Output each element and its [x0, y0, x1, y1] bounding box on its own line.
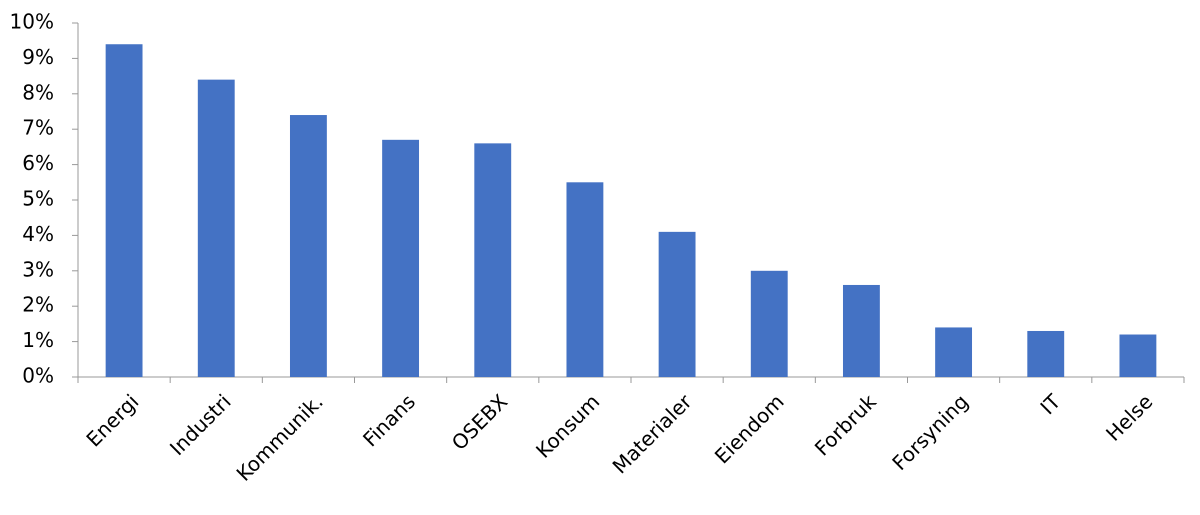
y-tick-label: 9%	[22, 45, 54, 69]
x-tick-label: Helse	[1101, 389, 1157, 445]
y-tick-label: 7%	[22, 116, 54, 140]
bar	[105, 44, 143, 378]
y-tick-label: 8%	[22, 80, 54, 104]
x-tick-label: Materialer	[608, 389, 697, 478]
x-tick-label: Kommunik.	[232, 389, 328, 485]
bar	[566, 182, 604, 377]
bar	[382, 139, 420, 377]
x-tick-label: Eiendom	[710, 389, 789, 468]
x-tick-label: Finans	[358, 389, 420, 451]
x-tick-label: Industri	[165, 389, 236, 460]
bar	[197, 79, 235, 377]
y-tick-label: 5%	[22, 187, 54, 211]
bar	[289, 115, 327, 377]
bar	[474, 143, 512, 377]
x-tick-label: IT	[1035, 389, 1065, 419]
bar	[935, 327, 973, 377]
y-tick-label: 0%	[22, 364, 54, 388]
y-tick-label: 4%	[22, 222, 54, 246]
bar	[842, 284, 880, 377]
y-tick-label: 2%	[22, 293, 54, 317]
y-tick-label: 10%	[10, 10, 54, 34]
x-tick-label: Energi	[81, 389, 143, 451]
y-tick-label: 3%	[22, 257, 54, 281]
bar	[1027, 330, 1065, 377]
bar	[658, 231, 696, 377]
bar	[750, 270, 788, 377]
x-tick-label: OSEBX	[447, 389, 513, 455]
x-tick-label: Konsum	[531, 389, 604, 462]
x-tick-label: Forsyning	[887, 389, 973, 475]
y-tick-label: 1%	[22, 328, 54, 352]
bar	[1119, 334, 1157, 377]
y-tick-label: 6%	[22, 151, 54, 175]
x-tick-label: Forbruk	[810, 389, 881, 460]
